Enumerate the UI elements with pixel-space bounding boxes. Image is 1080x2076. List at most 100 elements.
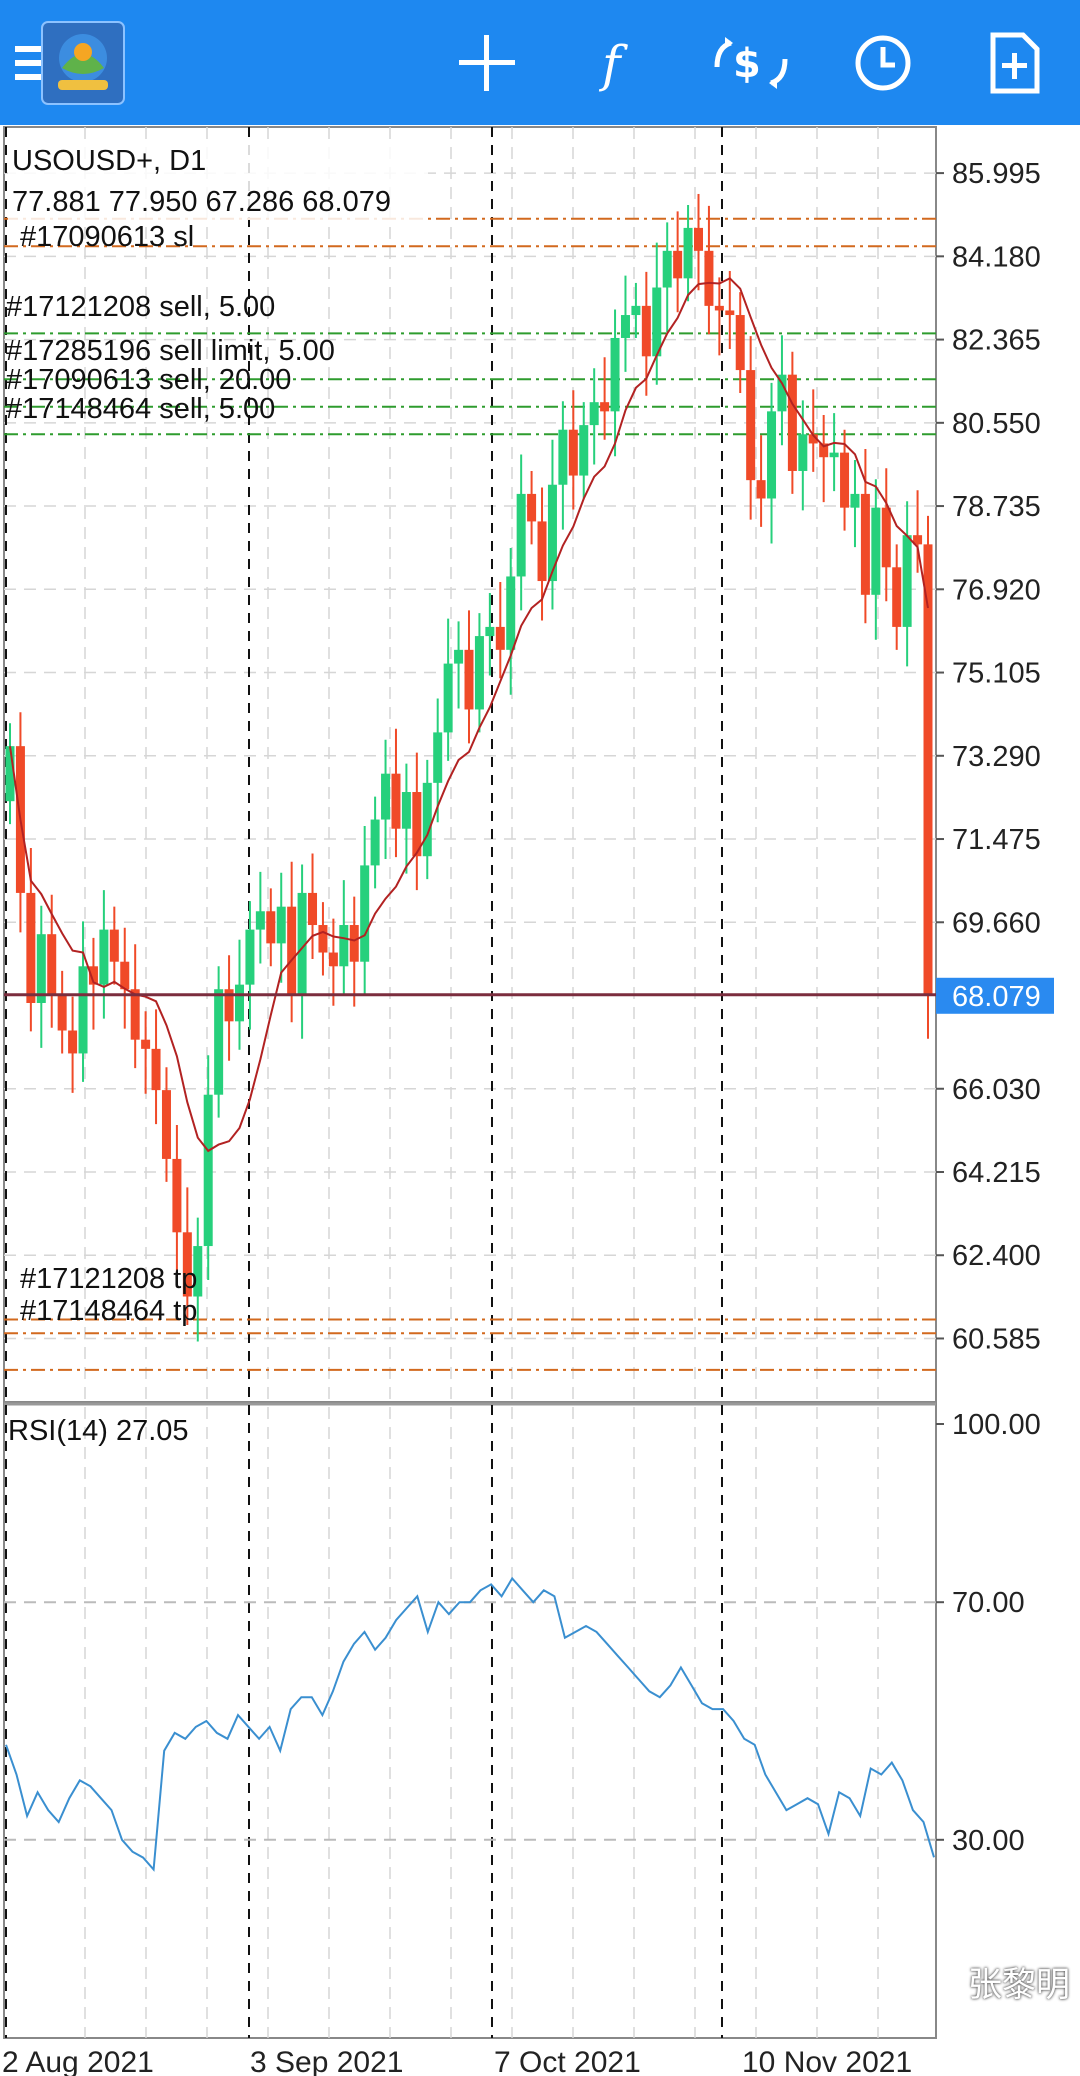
candle-body xyxy=(860,493,870,595)
price-axis-label: 71.475 xyxy=(952,824,1041,856)
candle-body xyxy=(704,250,714,306)
candle-body xyxy=(620,315,630,338)
candle-body xyxy=(422,782,432,857)
candle-body xyxy=(120,961,130,990)
candle-body xyxy=(714,305,724,311)
candle-body xyxy=(224,989,234,1022)
candle-body xyxy=(370,819,380,866)
price-axis-label: 73.290 xyxy=(952,741,1041,773)
date-label: 10 Nov 2021 xyxy=(742,2046,912,2076)
date-label: 7 Oct 2021 xyxy=(494,2046,641,2076)
candle-body xyxy=(68,1030,78,1054)
rsi-plot-frame xyxy=(3,1403,937,2039)
info-label-bg xyxy=(8,140,428,220)
indicators-icon[interactable]: f xyxy=(572,18,662,108)
price-axis-label: 78.735 xyxy=(952,491,1041,523)
candle-body xyxy=(151,1048,161,1091)
rsi-axis-label: 30.00 xyxy=(952,1825,1025,1857)
order-label: #17148464 tp xyxy=(20,1295,197,1327)
trade-icon[interactable]: $ xyxy=(706,18,796,108)
candle-body xyxy=(287,906,297,994)
candle-body xyxy=(47,934,57,994)
app-logo-icon[interactable] xyxy=(38,18,128,108)
price-axis-label: 76.920 xyxy=(952,574,1041,606)
candle-body xyxy=(819,443,829,458)
price-axis-label: 80.550 xyxy=(952,408,1041,440)
candle-body xyxy=(735,315,745,371)
candle-body xyxy=(913,535,923,545)
price-axis-label: 66.030 xyxy=(952,1074,1041,1106)
candle-body xyxy=(339,925,349,967)
candle-body xyxy=(276,906,286,944)
candle-body xyxy=(568,429,578,476)
symbol-label: USOUSD+, D1 xyxy=(12,145,206,177)
candle-body xyxy=(433,732,443,783)
candle-body xyxy=(235,984,244,1022)
candle-body xyxy=(777,374,787,412)
order-label: #17121208 tp xyxy=(20,1263,197,1295)
svg-text:$: $ xyxy=(733,41,761,87)
candle-body xyxy=(5,746,15,802)
candle-body xyxy=(401,792,411,829)
candle-body xyxy=(214,989,224,1095)
moving-average-line xyxy=(9,277,929,1153)
candle-body xyxy=(36,934,46,1003)
candle-body xyxy=(589,402,599,426)
candle-body xyxy=(756,480,766,499)
crosshair-icon[interactable] xyxy=(442,18,532,108)
order-label: #17285196 sell limit, 5.00 xyxy=(6,335,335,367)
candle-body xyxy=(88,966,98,985)
candle-body xyxy=(203,1094,213,1247)
candle-body xyxy=(558,429,568,485)
candle-body xyxy=(516,493,526,577)
candle-body xyxy=(579,425,589,476)
candle-body xyxy=(255,911,265,930)
candle-body xyxy=(99,929,109,985)
candle-body xyxy=(547,484,557,582)
candle-body xyxy=(161,1090,171,1159)
price-chart[interactable]: 85.995 84.180 82.365 80.550 78.735 76.920 75.1… xyxy=(0,125,1080,2076)
clock-icon[interactable] xyxy=(838,18,928,108)
svg-text:f: f xyxy=(598,35,628,93)
main-plot-frame xyxy=(3,126,937,1403)
candle-body xyxy=(683,227,693,279)
order-label: #17090613 sell, 20.00 xyxy=(6,364,291,396)
candle-body xyxy=(495,626,505,650)
candle-body xyxy=(57,993,67,1031)
watermark: 张黎明 xyxy=(968,1965,1070,2005)
current-price-label: 68.079 xyxy=(952,981,1041,1013)
candle-body xyxy=(443,663,453,733)
candle-body xyxy=(485,626,495,637)
candle-body xyxy=(78,966,88,1054)
menu-icon[interactable] xyxy=(0,18,60,108)
price-axis-label: 82.365 xyxy=(952,325,1041,357)
candle-body xyxy=(381,773,391,820)
candle-body xyxy=(464,649,474,710)
candle-body xyxy=(798,434,808,471)
date-label: 3 Sep 2021 xyxy=(250,2046,403,2076)
candle-body xyxy=(871,507,881,595)
order-label: #17090613 sl xyxy=(20,221,194,253)
candle-body xyxy=(808,434,818,444)
ohlc-label: 77.881 77.950 67.286 68.079 xyxy=(12,186,391,218)
price-axis-label: 64.215 xyxy=(952,1157,1041,1189)
candle-body xyxy=(474,636,484,710)
rsi-label: RSI(14) 27.05 xyxy=(8,1415,189,1447)
candle-body xyxy=(172,1158,182,1233)
new-order-icon[interactable] xyxy=(970,18,1060,108)
candle-body xyxy=(130,989,140,1040)
price-axis-label: 75.105 xyxy=(952,658,1041,690)
candle-body xyxy=(537,521,547,582)
candle-body xyxy=(527,493,537,522)
candle-body xyxy=(829,452,839,458)
candle-body xyxy=(840,452,850,508)
candle-body xyxy=(746,370,756,481)
candle-body xyxy=(266,911,276,944)
candle-body xyxy=(787,374,797,471)
candle-body xyxy=(662,250,672,288)
candle-body xyxy=(318,925,328,953)
candle-body xyxy=(308,892,318,926)
candle-body xyxy=(652,287,662,357)
candle-body xyxy=(360,865,370,962)
candle-body xyxy=(26,892,36,1003)
